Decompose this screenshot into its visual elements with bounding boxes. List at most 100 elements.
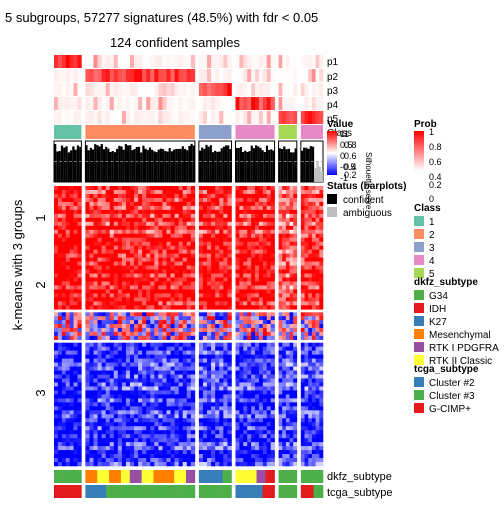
heatmap-cell (271, 186, 275, 190)
heatmap-cell (54, 270, 58, 274)
heatmap-cell (114, 262, 118, 266)
heatmap-cell (305, 258, 309, 262)
heatmap-cell (227, 410, 231, 414)
heatmap-cell (293, 434, 297, 438)
heatmap-cell (251, 285, 255, 289)
heatmap-cell (171, 422, 175, 426)
prob-cell (102, 97, 106, 110)
heatmap-cell (89, 250, 93, 254)
heatmap-cell (158, 301, 162, 305)
heatmap-cell (187, 462, 191, 466)
heatmap-cell (247, 402, 251, 406)
heatmap-cell (138, 242, 142, 246)
heatmap-cell (187, 226, 191, 230)
heatmap-cell (146, 277, 150, 281)
heatmap-cell (290, 186, 294, 190)
heatmap-cell (255, 293, 259, 297)
heatmap-cell (175, 402, 179, 406)
heatmap-cell (319, 347, 323, 351)
heatmap-cell (267, 250, 271, 254)
heatmap-cell (235, 363, 239, 367)
heatmap-cell (305, 250, 309, 254)
heatmap-cell (286, 258, 290, 262)
silhouette-bar (160, 149, 162, 182)
heatmap-cell (98, 202, 102, 206)
heatmap-cell (259, 332, 263, 336)
heatmap-cell (175, 458, 179, 462)
heatmap-cell (207, 426, 211, 430)
heatmap-cell (166, 418, 170, 422)
heatmap-cell (267, 238, 271, 242)
heatmap-cell (62, 332, 66, 336)
heatmap-cell (187, 222, 191, 226)
heatmap-cell (85, 234, 89, 238)
heatmap-cell (282, 230, 286, 234)
heatmap-cell (93, 230, 97, 234)
heatmap-cell (74, 230, 78, 234)
heatmap-cell (271, 414, 275, 418)
heatmap-cell (251, 238, 255, 242)
heatmap-cell (308, 293, 312, 297)
heatmap-cell (286, 418, 290, 422)
heatmap-cell (122, 446, 126, 450)
heatmap-cell (122, 390, 126, 394)
heatmap-cell (118, 194, 122, 198)
tcga-subtype-cell (235, 485, 238, 498)
heatmap-cell (239, 328, 243, 332)
prob-cell (89, 55, 93, 68)
heatmap-cell (187, 289, 191, 293)
heatmap-cell (271, 285, 275, 289)
prob-cell (54, 83, 58, 96)
heatmap-cell (203, 262, 207, 266)
dkfz-subtype-cell (266, 470, 269, 483)
heatmap-cell (255, 398, 259, 402)
heatmap-cell (301, 363, 305, 367)
heatmap-cell (187, 242, 191, 246)
heatmap-cell (175, 289, 179, 293)
heatmap-cell (66, 351, 70, 355)
heatmap-cell (286, 422, 290, 426)
heatmap-cell (70, 394, 74, 398)
heatmap-cell (286, 316, 290, 320)
heatmap-cell (138, 414, 142, 418)
heatmap-cell (251, 422, 255, 426)
heatmap-cell (282, 270, 286, 274)
tcga-subtype-cell (257, 485, 260, 498)
heatmap-cell (134, 410, 138, 414)
heatmap-cell (312, 414, 316, 418)
heatmap-cell (102, 402, 106, 406)
heatmap-cell (77, 285, 81, 289)
heatmap-cell (316, 198, 320, 202)
heatmap-cell (203, 414, 207, 418)
heatmap-cell (301, 422, 305, 426)
prob-cell (98, 55, 102, 68)
heatmap-cell (118, 332, 122, 336)
heatmap-cell (312, 274, 316, 278)
heatmap-cell (286, 297, 290, 301)
heatmap-cell (263, 359, 267, 363)
heatmap-cell (319, 316, 323, 320)
heatmap-cell (171, 386, 175, 390)
heatmap-cell (138, 312, 142, 316)
heatmap-cell (106, 378, 110, 382)
prob-cell (316, 111, 320, 124)
heatmap-cell (118, 297, 122, 301)
heatmap-cell (259, 214, 263, 218)
heatmap-cell (255, 426, 259, 430)
prob-cell (207, 83, 211, 96)
heatmap-cell (114, 434, 118, 438)
heatmap-cell (191, 446, 195, 450)
heatmap-cell (74, 371, 78, 375)
heatmap-cell (279, 297, 283, 301)
heatmap-cell (134, 285, 138, 289)
heatmap-cell (114, 320, 118, 324)
heatmap-cell (215, 230, 219, 234)
prob-cell (271, 97, 275, 110)
heatmap-cell (259, 398, 263, 402)
heatmap-cell (106, 186, 110, 190)
heatmap-cell (166, 250, 170, 254)
heatmap-cell (110, 406, 114, 410)
heatmap-cell (301, 386, 305, 390)
heatmap-cell (243, 266, 247, 270)
dkfz-subtype-cell (115, 470, 118, 483)
